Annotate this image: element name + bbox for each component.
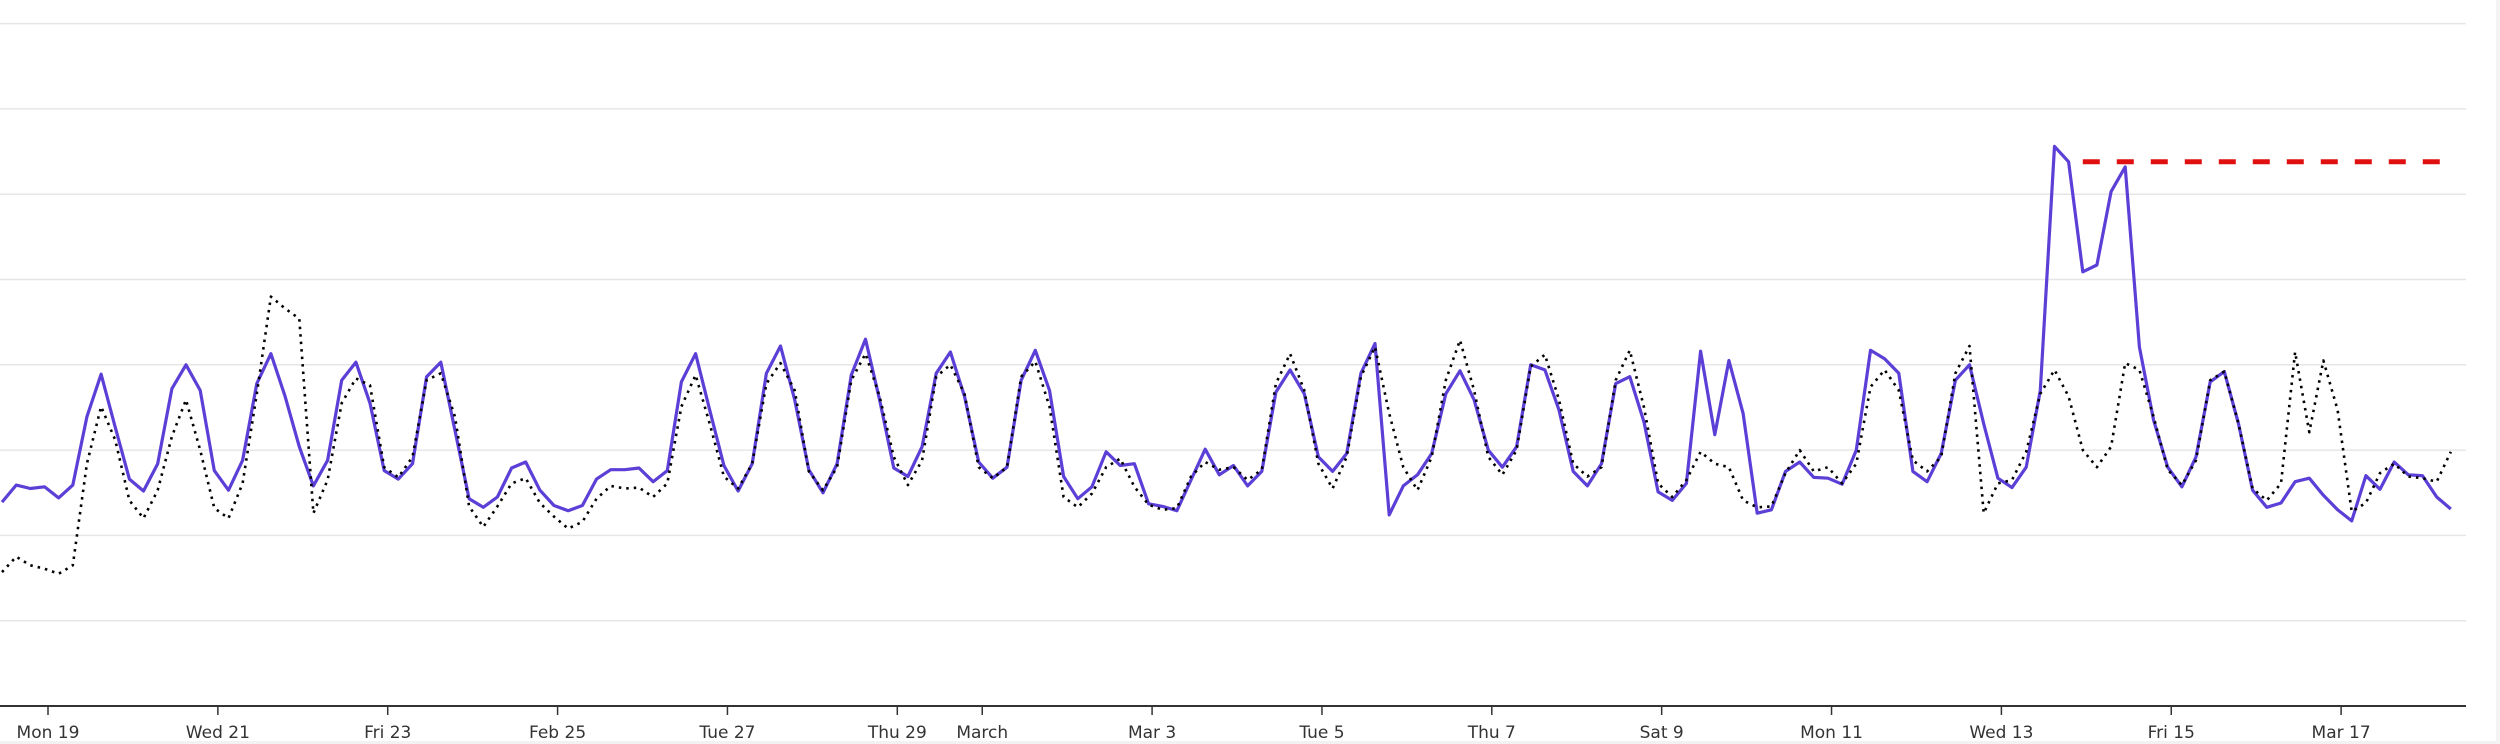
x-tick-label: Fri 23	[364, 723, 411, 743]
x-tick-label: Feb 25	[529, 723, 586, 743]
x-tick-label: March	[956, 723, 1008, 743]
x-tick-label: Mon 11	[1800, 723, 1863, 743]
x-tick-label: Sat 9	[1640, 723, 1684, 743]
gridlines	[0, 22, 2466, 622]
x-tick-label: Mar 17	[2312, 723, 2371, 743]
x-tick-label: Wed 21	[186, 723, 250, 743]
right-border	[2496, 0, 2500, 744]
x-tick-label: Wed 13	[1969, 723, 2033, 743]
series-dotted-line	[1, 295, 2452, 576]
bottom-border	[0, 741, 2500, 744]
x-tick-label: Mon 19	[17, 723, 80, 743]
x-tick-label: Fri 15	[2148, 723, 2195, 743]
x-tick-label: Thu 29	[867, 723, 927, 743]
x-tick-label: Tue 5	[1298, 723, 1344, 743]
x-axis: Mon 19 Wed 21 Fri 23 Feb 25 Tue 27 Thu 29 Marc…	[0, 705, 2466, 743]
x-tick-label: Mar 3	[1128, 723, 1176, 743]
series-solid-line	[0, 144, 2452, 523]
x-tick-label: Thu 7	[1467, 723, 1516, 743]
x-tick-label: Tue 27	[698, 723, 755, 743]
series-lines	[0, 144, 2452, 576]
